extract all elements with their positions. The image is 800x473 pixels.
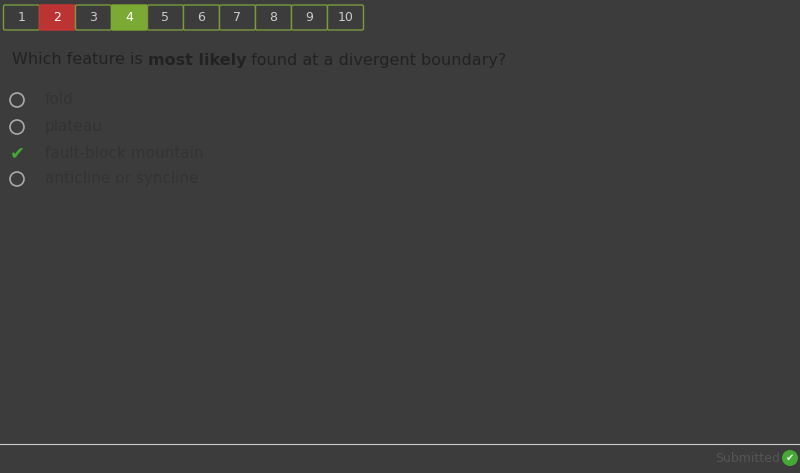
Text: 5: 5 <box>162 11 170 24</box>
FancyBboxPatch shape <box>3 5 39 30</box>
Text: most likely: most likely <box>148 53 246 68</box>
Text: 9: 9 <box>306 11 314 24</box>
Text: found at a divergent boundary?: found at a divergent boundary? <box>246 53 506 68</box>
Text: 4: 4 <box>126 11 134 24</box>
Circle shape <box>782 450 798 466</box>
Text: 2: 2 <box>54 11 62 24</box>
Text: anticline or syncline: anticline or syncline <box>45 172 198 186</box>
Text: plateau: plateau <box>45 120 103 134</box>
Text: Submitted: Submitted <box>715 452 780 464</box>
Text: ✔: ✔ <box>10 144 25 162</box>
Text: ✔: ✔ <box>786 453 794 463</box>
FancyBboxPatch shape <box>147 5 183 30</box>
Text: fault-block mountain: fault-block mountain <box>45 146 203 160</box>
Text: 10: 10 <box>338 11 354 24</box>
Text: 8: 8 <box>270 11 278 24</box>
Text: 6: 6 <box>198 11 206 24</box>
FancyBboxPatch shape <box>327 5 363 30</box>
Text: fold: fold <box>45 93 74 107</box>
Text: 1: 1 <box>18 11 26 24</box>
FancyBboxPatch shape <box>39 5 75 30</box>
FancyBboxPatch shape <box>291 5 327 30</box>
FancyBboxPatch shape <box>183 5 219 30</box>
Text: 3: 3 <box>90 11 98 24</box>
FancyBboxPatch shape <box>75 5 111 30</box>
Text: Which feature is: Which feature is <box>12 53 148 68</box>
Text: 7: 7 <box>234 11 242 24</box>
FancyBboxPatch shape <box>219 5 255 30</box>
FancyBboxPatch shape <box>111 5 147 30</box>
FancyBboxPatch shape <box>255 5 291 30</box>
